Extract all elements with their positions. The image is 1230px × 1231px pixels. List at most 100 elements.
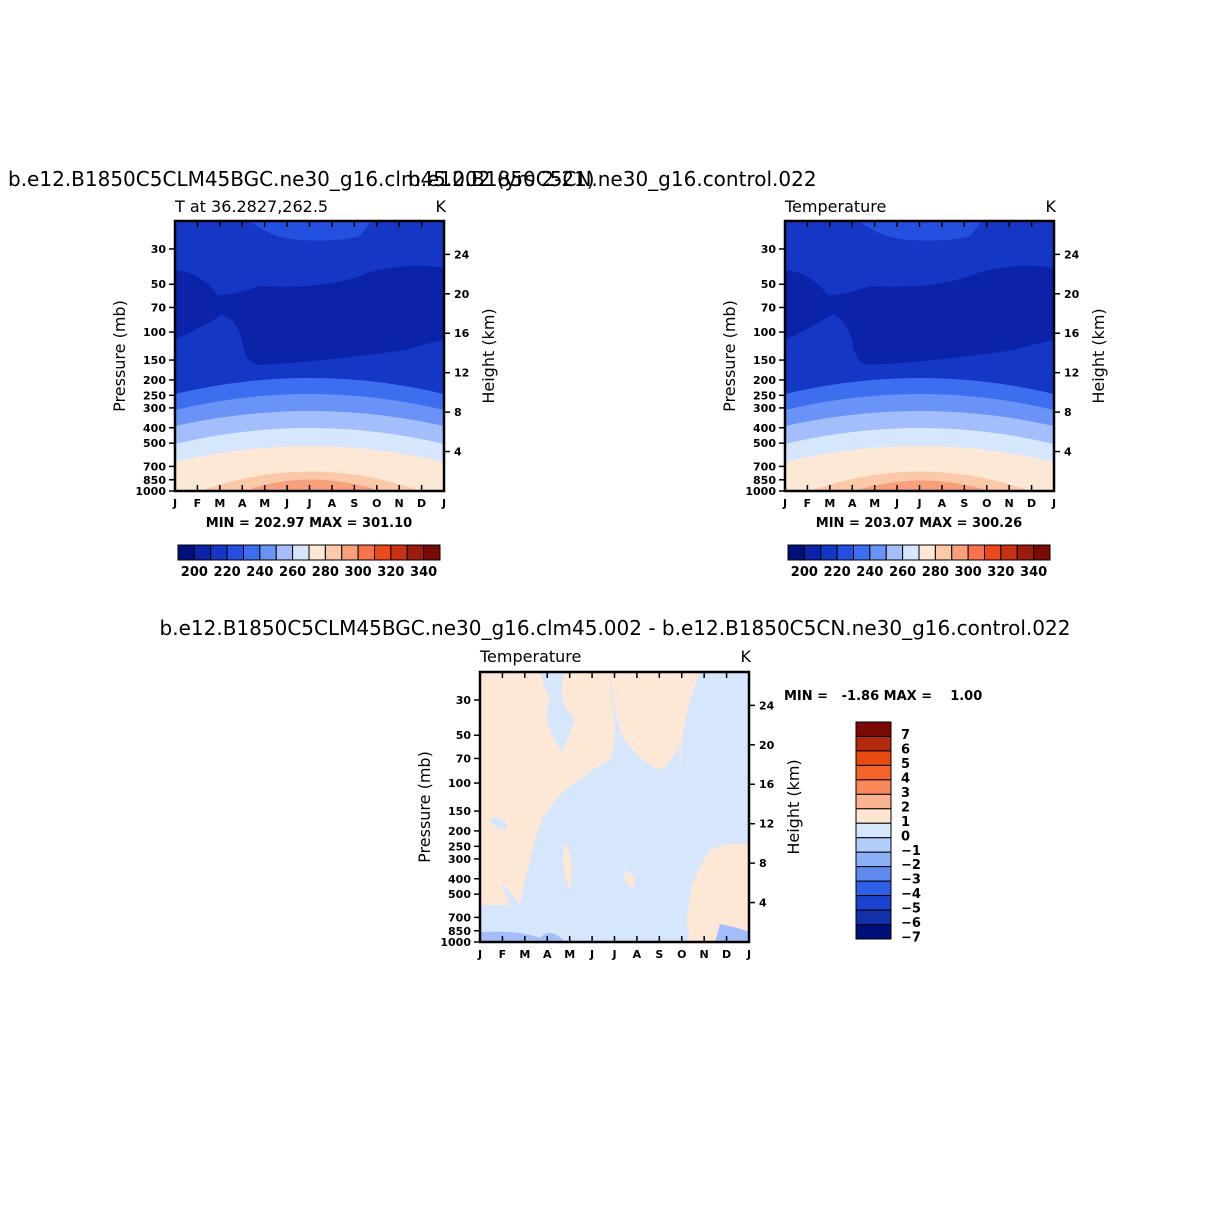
panel-1-x-tick-label: J [172,497,177,510]
panel-3-y-tick-label: 30 [456,694,472,707]
panel-2-field-top-warm [860,221,982,241]
panel-3-y-tick-label: 70 [456,752,472,765]
panel-2-y-tick-label: 300 [753,402,776,415]
panel-1: b.e12.B1850C5CLM45BGC.ne30_g16.clm45.002… [8,167,595,580]
panel-2-x-tick-label: S [960,497,968,510]
panel-2-y2-tick-label: 24 [1064,248,1080,261]
panel-2-y2-tick-label: 20 [1064,288,1080,301]
panel-1-y2-tick-label: 24 [454,248,470,261]
panel-2-colorbar-label: 280 [922,565,949,580]
panel-2-x-tick-label: A [938,497,947,510]
panel-2-y2-tick-label: 16 [1064,327,1080,340]
panel-1-x-tick-label: A [238,497,247,510]
panel-2-x-tick-label: M [824,497,835,510]
panel-3-colorbar-label: −7 [901,931,921,946]
panel-3-y2-tick-label: 12 [759,818,774,831]
panel-3-colorbar-label: 1 [901,815,910,830]
panel-3-colorbar-swatch [855,721,892,737]
panel-3-field-positive-pocket [610,672,680,770]
panel-1-y-tick-label: 850 [143,474,166,487]
panel-1-y-tick-label: 100 [143,326,166,339]
panel-2-colorbar-swatch [885,544,904,561]
panel-1-colorbar-swatch [324,544,343,561]
panel-3-colorbar-swatch [855,895,892,911]
panel-3-units: K [741,647,752,666]
panel-3-y-tick-label: 1000 [440,936,471,949]
panel-1-colorbar-swatch [193,544,212,561]
panel-1-x-tick-label: S [350,497,358,510]
panel-1-colorbar-swatch [275,544,294,561]
panel-2-colorbar-swatch [803,544,822,561]
panel-2-units: K [1046,197,1057,216]
panel-3-y-tick-label: 100 [448,777,471,790]
panel-3-colorbar-label: −2 [901,858,921,873]
panel-2-colorbar-label: 220 [824,565,851,580]
panel-1-field-tropopause [175,265,444,365]
panel-3-ylabel-right: Height (km) [784,759,803,854]
panel-1-title: b.e12.B1850C5CLM45BGC.ne30_g16.clm45.002… [8,167,595,191]
panel-3-colorbar-swatch [855,837,892,853]
panel-2-plot-area [785,221,1054,491]
panel-1-y-tick-label: 1000 [135,485,166,498]
panel-1-colorbar-label: 220 [214,565,241,580]
panel-3-x-tick-label: F [499,948,507,961]
panel-3-subtitle: Temperature [479,647,581,666]
panel-1-colorbar-swatch [357,544,375,561]
panel-2-title: b.e12.B1850C5CN.ne30_g16.control.022 [408,167,817,191]
panel-1-x-tick-label: J [306,497,311,510]
panel-3-field-positive-edge [480,845,510,905]
panel-2-colorbar-label: 240 [856,565,883,580]
panel-3-colorbar-label: 2 [901,800,910,815]
panel-2-colorbar-label: 300 [955,565,982,580]
panel-3-colorbar-swatch [855,764,892,781]
panel-3-x-tick-label: J [589,948,594,961]
panel-1-colorbar-swatch [210,544,228,561]
panel-1-colorbar-label: 200 [181,565,208,580]
panel-3-x-tick-label: O [677,948,686,961]
panel-3-colorbar-swatch [855,779,892,795]
panel-1-colorbar-swatch [177,544,195,561]
panel-3-title: b.e12.B1850C5CLM45BGC.ne30_g16.clm45.002… [160,616,1071,640]
panel-1-colorbar-swatch [390,544,408,561]
panel-2-y2-tick-label: 12 [1064,367,1079,380]
panel-3-colorbar-label: 4 [901,771,910,786]
panel-2-stats: MIN = 203.07 MAX = 300.26 [816,516,1022,531]
panel-1-stats: MIN = 202.97 MAX = 301.10 [206,516,412,531]
panel-3-colorbar-label: −3 [901,873,921,888]
panel-2-colorbar-swatch [902,544,920,561]
panel-3-colorbar-swatch [855,735,892,752]
panel-3-field-negative-4 [700,672,725,712]
panel-1-field-upper [175,221,444,289]
panel-3-plot-area [480,672,749,942]
panel-1-colorbar-swatch [259,544,277,561]
panel-1-colorbar-label: 300 [345,565,372,580]
panel-3-colorbar-label: −4 [901,887,921,902]
panel-1-y2-tick-label: 4 [454,446,462,459]
panel-3-colorbar-label: −5 [901,902,921,917]
panel-1-y2-tick-label: 20 [454,288,470,301]
panel-2-x-tick-label: O [982,497,991,510]
panel-1-ylabel-right: Height (km) [479,308,498,403]
panel-1-colorbar-swatch [406,544,425,561]
panel-2-x-tick-label: F [804,497,812,510]
panel-3-colorbar-swatch [855,808,892,824]
panel-1-y-tick-label: 400 [143,422,166,435]
panel-2-y2-tick-label: 4 [1064,446,1072,459]
panel-2-x-tick-label: J [894,497,899,510]
panel-1-colorbar-swatch [292,544,310,561]
panel-1-y2-tick-label: 8 [454,406,462,419]
panel-2-y-tick-label: 30 [761,243,777,256]
panel-1-colorbar-swatch [308,544,326,561]
panel-3-colorbar-swatch [855,750,892,766]
panel-3-colorbar-swatch [855,924,892,940]
panel-1-colorbar-swatch [226,544,244,561]
panel-2-colorbar-swatch [967,544,985,561]
panel-2-y-tick-label: 1000 [745,485,776,498]
panel-1-x-tick-label: N [395,497,404,510]
panel-1-y2-tick-label: 12 [454,367,469,380]
panel-2-y-tick-label: 100 [753,326,776,339]
panel-3-y-tick-label: 300 [448,853,471,866]
panel-3-y2-tick-label: 8 [759,857,767,870]
panel-3-y-tick-label: 150 [448,805,471,818]
panel-3-y-tick-label: 400 [448,873,471,886]
